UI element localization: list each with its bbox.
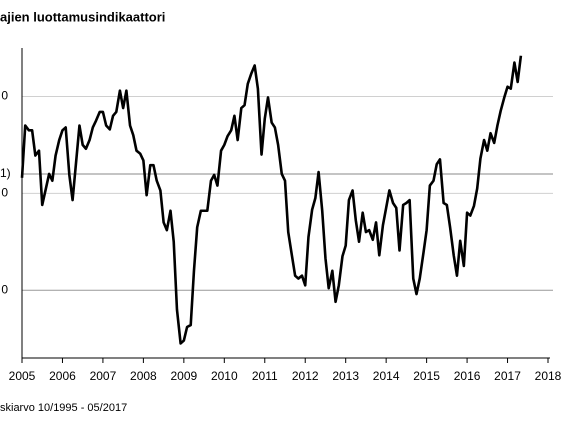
y-tick-label: 0 (1, 282, 8, 296)
x-tick-label: 2018 (535, 369, 562, 383)
reference-label: 1) (0, 166, 11, 180)
x-tick-label: 2010 (211, 369, 238, 383)
x-tick-label: 2005 (9, 369, 36, 383)
x-tick-label: 2011 (252, 369, 278, 383)
x-tick-label: 2009 (170, 369, 197, 383)
x-tick-label: 2012 (292, 369, 319, 383)
x-tick-label: 2008 (130, 369, 157, 383)
y-tick-label: 0 (1, 185, 8, 199)
x-tick-label: 2016 (454, 369, 481, 383)
x-tick-label: 2017 (494, 369, 521, 383)
y-tick-label: 0 (1, 89, 8, 103)
x-tick-label: 2013 (332, 369, 359, 383)
chart-title: ajien luottamusindikaattori (0, 9, 165, 24)
x-tick-label: 2015 (413, 369, 440, 383)
series-line (20, 55, 523, 345)
x-tick-label: 2006 (49, 369, 76, 383)
x-tick-label: 2014 (373, 369, 400, 383)
x-tick-label: 2007 (90, 369, 117, 383)
footnote: skiarvo 10/1995 - 05/2017 (0, 402, 127, 414)
